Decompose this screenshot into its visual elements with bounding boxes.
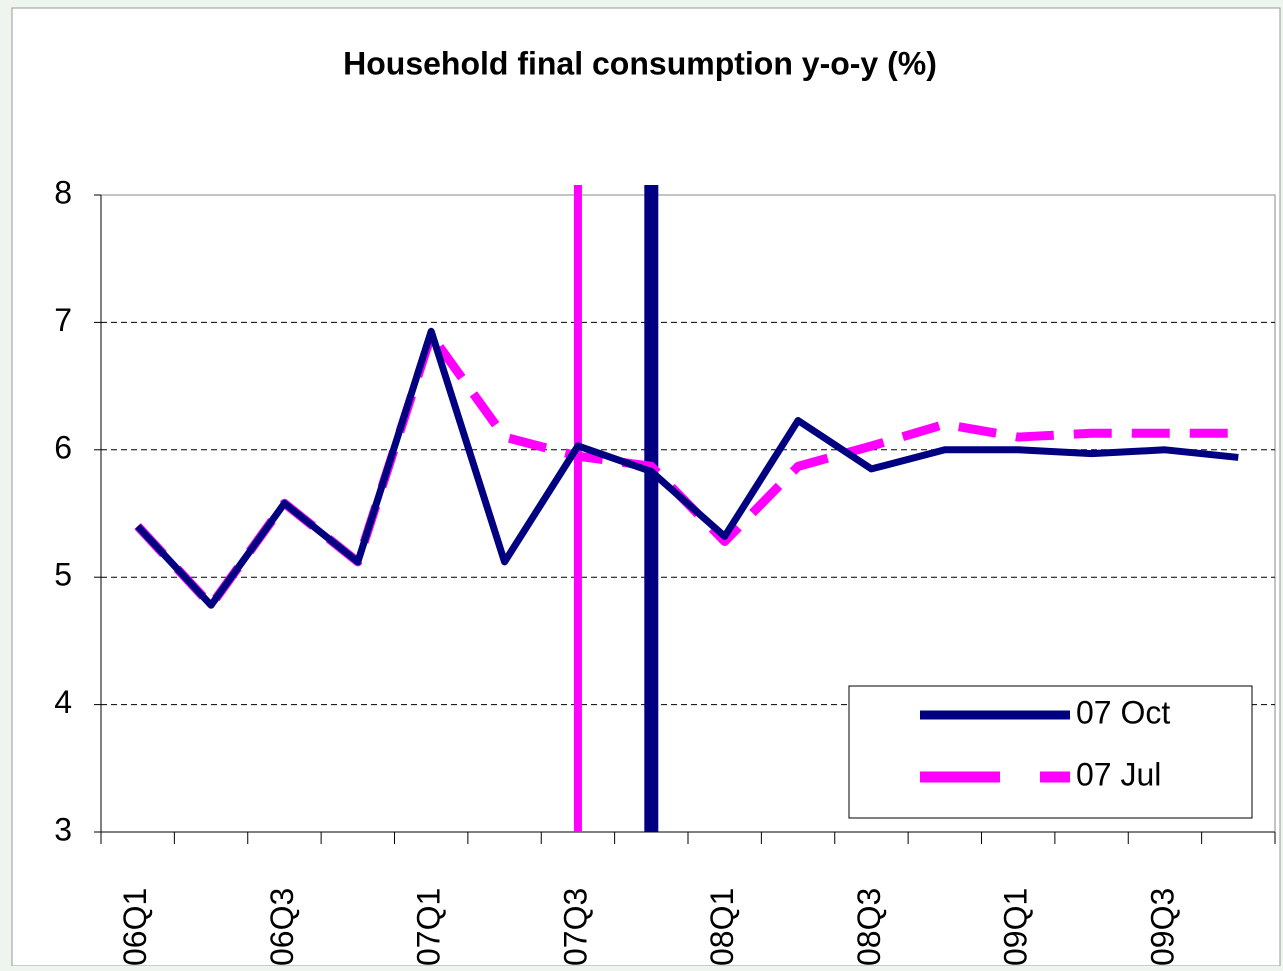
x-tick-label: 09Q3 xyxy=(1144,888,1180,966)
y-tick-label: 7 xyxy=(54,302,72,338)
legend-box xyxy=(848,685,1253,819)
y-tick-label: 3 xyxy=(54,811,72,847)
series-line xyxy=(135,327,1239,609)
x-tick-label: 06Q3 xyxy=(264,888,300,966)
y-tick-label: 5 xyxy=(54,557,72,593)
chart-title: Household final consumption y-o-y (%) xyxy=(343,45,937,81)
x-tick-label: 07Q1 xyxy=(411,888,447,966)
legend-label: 07 Oct xyxy=(1076,694,1170,730)
x-tick-label: 06Q1 xyxy=(117,888,153,966)
x-tick-label: 07Q3 xyxy=(557,888,593,966)
y-tick-label: 6 xyxy=(54,429,72,465)
legend: 07 Oct 07 Jul xyxy=(848,685,1253,819)
y-tick-label: 4 xyxy=(54,684,72,720)
x-tick-label: 08Q3 xyxy=(851,888,887,966)
y-tick-label: 8 xyxy=(54,174,72,210)
x-tick-label: 09Q1 xyxy=(998,888,1034,966)
x-tick-label: 08Q1 xyxy=(704,888,740,966)
legend-label: 07 Jul xyxy=(1076,756,1161,792)
